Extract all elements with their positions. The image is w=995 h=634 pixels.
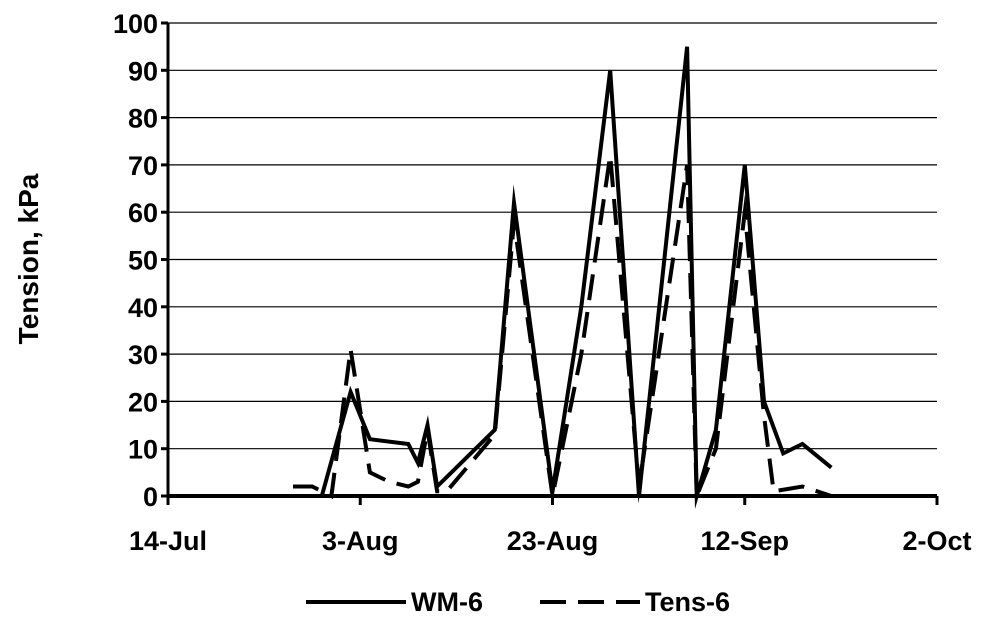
y-tick-label: 100 xyxy=(113,9,158,39)
x-tick-label: 3-Aug xyxy=(322,526,399,556)
series-lines xyxy=(293,46,833,510)
legend-label: WM-6 xyxy=(411,587,483,617)
x-tick-label: 23-Aug xyxy=(507,526,599,556)
y-tick-label: 90 xyxy=(128,56,158,86)
y-tick-label: 20 xyxy=(128,387,158,417)
y-axis-title: Tension, kPa xyxy=(13,173,44,344)
x-tick-label: 2-Oct xyxy=(902,526,971,556)
y-tick-label: 50 xyxy=(128,246,158,276)
y-tick-label: 40 xyxy=(128,293,158,323)
y-tick-label: 30 xyxy=(128,340,158,370)
x-tick-label: 12-Sep xyxy=(700,526,789,556)
series-line-wm-6 xyxy=(293,46,833,510)
y-tick-label: 10 xyxy=(128,435,158,465)
y-tick-label: 60 xyxy=(128,198,158,228)
y-tick-label: 80 xyxy=(128,104,158,134)
axes xyxy=(161,21,939,505)
legend-label: Tens-6 xyxy=(645,587,730,617)
series-line-tens-6 xyxy=(293,138,832,508)
gridlines xyxy=(168,22,937,450)
y-tick-label: 70 xyxy=(128,151,158,181)
y-tick-label: 0 xyxy=(143,482,158,512)
legend: WM-6 Tens-6 xyxy=(306,587,730,617)
x-tick-label: 14-Jul xyxy=(129,526,207,556)
tick-labels: 0 10 20 30 40 50 60 70 80 90 100 14-Jul 3-Aug 23-Aug 1… xyxy=(113,9,972,556)
